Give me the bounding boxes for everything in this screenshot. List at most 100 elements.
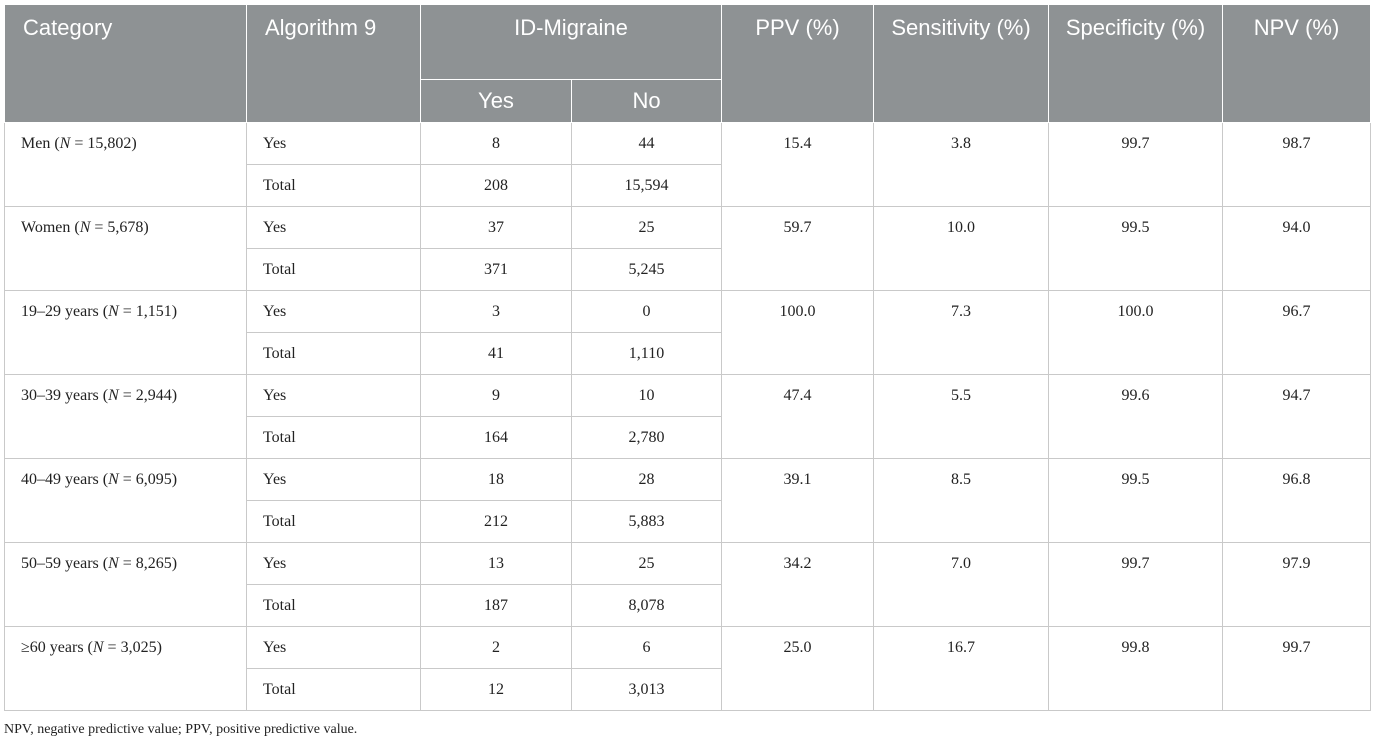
category-cell: Women (N = 5,678): [4, 206, 247, 291]
ppv-cell: 25.0: [721, 626, 875, 711]
npv-cell: 96.7: [1222, 290, 1372, 375]
total-yes-cell: 164: [420, 416, 572, 459]
total-yes-cell: 371: [420, 248, 572, 291]
algorithm-yes-label: Yes: [246, 122, 421, 165]
total-yes-cell: 187: [420, 584, 572, 627]
category-cell: 19–29 years (N = 1,151): [4, 290, 247, 375]
table-row: Total 208 15,594: [5, 164, 1371, 207]
ppv-cell: 59.7: [721, 206, 875, 291]
specificity-cell: 100.0: [1048, 290, 1224, 375]
category-n: N: [108, 471, 119, 488]
npv-cell: 94.7: [1222, 374, 1372, 459]
header-specificity: Specificity (%): [1048, 4, 1224, 123]
algorithm-total-label: Total: [246, 248, 421, 291]
yes-no-cell: 25: [570, 542, 723, 585]
algorithm-total-label: Total: [246, 164, 421, 207]
category-label: 50–59 years (: [21, 555, 109, 572]
category-count: = 2,944): [118, 387, 178, 404]
specificity-cell: 99.8: [1048, 626, 1224, 711]
category-n: N: [79, 219, 91, 236]
category-label: Women (: [21, 219, 80, 236]
algorithm-yes-label: Yes: [246, 206, 421, 249]
category-n: N: [108, 303, 119, 320]
category-n: N: [92, 639, 104, 656]
table-row: Women (N = 5,678) Yes 37 25 59.7 10.0 99.5 94.0: [4, 206, 1372, 291]
yes-yes-cell: 9: [420, 374, 572, 417]
yes-yes-cell: 2: [420, 626, 572, 669]
yes-no-cell: 44: [570, 122, 723, 165]
algorithm-total-label: Total: [246, 668, 421, 711]
header-algorithm: Algorithm 9: [246, 4, 421, 123]
algorithm-yes-label: Yes: [246, 626, 421, 669]
total-no-cell: 3,013: [570, 668, 723, 711]
ppv-cell: 39.1: [721, 458, 875, 543]
total-no-cell: 5,883: [570, 500, 723, 543]
category-cell: 50–59 years (N = 8,265): [4, 542, 247, 627]
category-label: 40–49 years (: [21, 471, 109, 488]
sensitivity-cell: 8.5: [873, 458, 1050, 543]
header-sensitivity: Sensitivity (%): [873, 4, 1050, 123]
specificity-cell: 99.7: [1048, 122, 1224, 207]
npv-cell: 99.7: [1222, 626, 1372, 711]
yes-yes-cell: 3: [420, 290, 572, 333]
sensitivity-cell: 10.0: [873, 206, 1050, 291]
ppv-cell: 34.2: [721, 542, 875, 627]
npv-cell: 94.0: [1222, 206, 1372, 291]
category-count: = 8,265): [118, 555, 178, 572]
total-no-cell: 2,780: [570, 416, 723, 459]
specificity-cell: 99.5: [1048, 458, 1224, 543]
header-npv: NPV (%): [1222, 4, 1372, 123]
category-cell: Men (N = 15,802): [4, 122, 247, 207]
table-row: 50–59 years (N = 8,265) Yes 13 25 34.2 7.0 99.…: [4, 542, 1372, 627]
yes-no-cell: 28: [570, 458, 723, 501]
table-row: 19–29 years (N = 1,151) Yes 3 0 100.0 7.3 100.…: [4, 290, 1372, 375]
table-row: Total 212 5,883: [5, 500, 1371, 543]
table-row: Total 164 2,780: [5, 416, 1371, 459]
algorithm-yes-label: Yes: [246, 458, 421, 501]
specificity-cell: 99.6: [1048, 374, 1224, 459]
total-no-cell: 5,245: [570, 248, 723, 291]
results-table: Category Algorithm 9 ID-Migraine PPV (%)…: [4, 4, 1372, 711]
category-label: ≥60 years (: [21, 639, 93, 656]
ppv-cell: 15.4: [721, 122, 875, 207]
category-count: = 1,151): [118, 303, 178, 320]
category-cell: 30–39 years (N = 2,944): [4, 374, 247, 459]
category-label: Men (: [21, 135, 60, 152]
category-cell: ≥60 years (N = 3,025): [4, 626, 247, 711]
yes-no-cell: 0: [570, 290, 723, 333]
algorithm-yes-label: Yes: [246, 374, 421, 417]
yes-no-cell: 25: [570, 206, 723, 249]
total-yes-cell: 212: [420, 500, 572, 543]
header-id-migraine: ID-Migraine: [419, 4, 723, 80]
table-body: Men (N = 15,802) Yes 8 44 15.4 3.8 99.7 98.7 Tot…: [4, 122, 1372, 711]
category-n: N: [59, 135, 71, 152]
category-count: = 6,095): [118, 471, 178, 488]
specificity-cell: 99.7: [1048, 542, 1224, 627]
category-count: = 15,802): [70, 135, 137, 152]
sensitivity-cell: 3.8: [873, 122, 1050, 207]
algorithm-total-label: Total: [246, 500, 421, 543]
yes-no-cell: 6: [570, 626, 723, 669]
algorithm-yes-label: Yes: [246, 542, 421, 585]
category-n: N: [108, 555, 119, 572]
header-ppv: PPV (%): [721, 4, 875, 123]
table-row: Men (N = 15,802) Yes 8 44 15.4 3.8 99.7 98.7: [4, 122, 1372, 207]
specificity-cell: 99.5: [1048, 206, 1224, 291]
yes-yes-cell: 8: [420, 122, 572, 165]
yes-yes-cell: 13: [420, 542, 572, 585]
yes-no-cell: 10: [570, 374, 723, 417]
total-yes-cell: 208: [420, 164, 572, 207]
sensitivity-cell: 7.0: [873, 542, 1050, 627]
table-row: Total 371 5,245: [5, 248, 1371, 291]
npv-cell: 97.9: [1222, 542, 1372, 627]
total-yes-cell: 41: [420, 332, 572, 375]
total-no-cell: 15,594: [570, 164, 723, 207]
category-n: N: [108, 387, 119, 404]
category-label: 30–39 years (: [21, 387, 109, 404]
yes-yes-cell: 18: [420, 458, 572, 501]
table-row: 40–49 years (N = 6,095) Yes 18 28 39.1 8.5 99.…: [4, 458, 1372, 543]
npv-cell: 98.7: [1222, 122, 1372, 207]
algorithm-total-label: Total: [246, 332, 421, 375]
header-no: No: [570, 79, 723, 123]
total-yes-cell: 12: [420, 668, 572, 711]
